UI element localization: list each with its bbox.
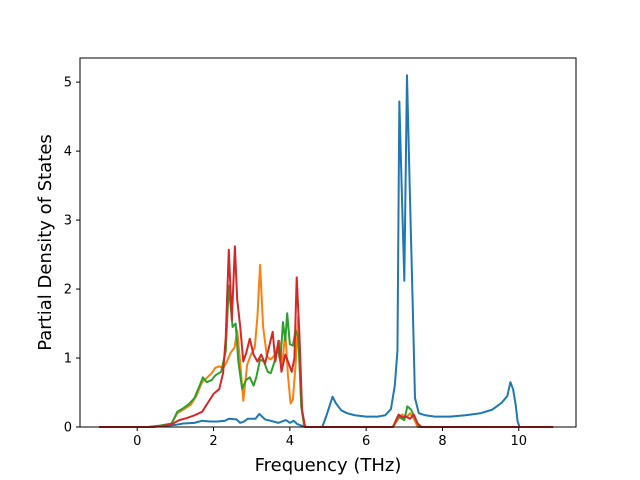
y-tick-label: 0: [64, 421, 72, 436]
y-tick-label: 2: [64, 283, 72, 298]
x-axis-label: Frequency (THz): [255, 455, 402, 476]
x-tick-label: 4: [286, 434, 294, 449]
y-tick-label: 5: [64, 76, 72, 91]
y-axis-label: Partial Density of States: [35, 134, 56, 351]
plot-frame: [79, 57, 577, 428]
y-tick-label: 4: [64, 145, 72, 160]
x-tick-label: 2: [209, 434, 217, 449]
series-line-1: [99, 74, 554, 428]
x-tick-label: 0: [133, 434, 141, 449]
x-axis-ticks: 0 2 4 6 8 10: [133, 427, 527, 449]
x-tick-label: 6: [362, 434, 370, 449]
x-tick-label: 8: [438, 434, 446, 449]
series-line-4: [99, 245, 554, 428]
y-tick-label: 3: [64, 214, 72, 229]
y-tick-label: 1: [64, 352, 72, 367]
x-tick-label: 10: [510, 434, 527, 449]
y-axis-ticks: 0 1 2 3 4 5: [64, 76, 80, 436]
